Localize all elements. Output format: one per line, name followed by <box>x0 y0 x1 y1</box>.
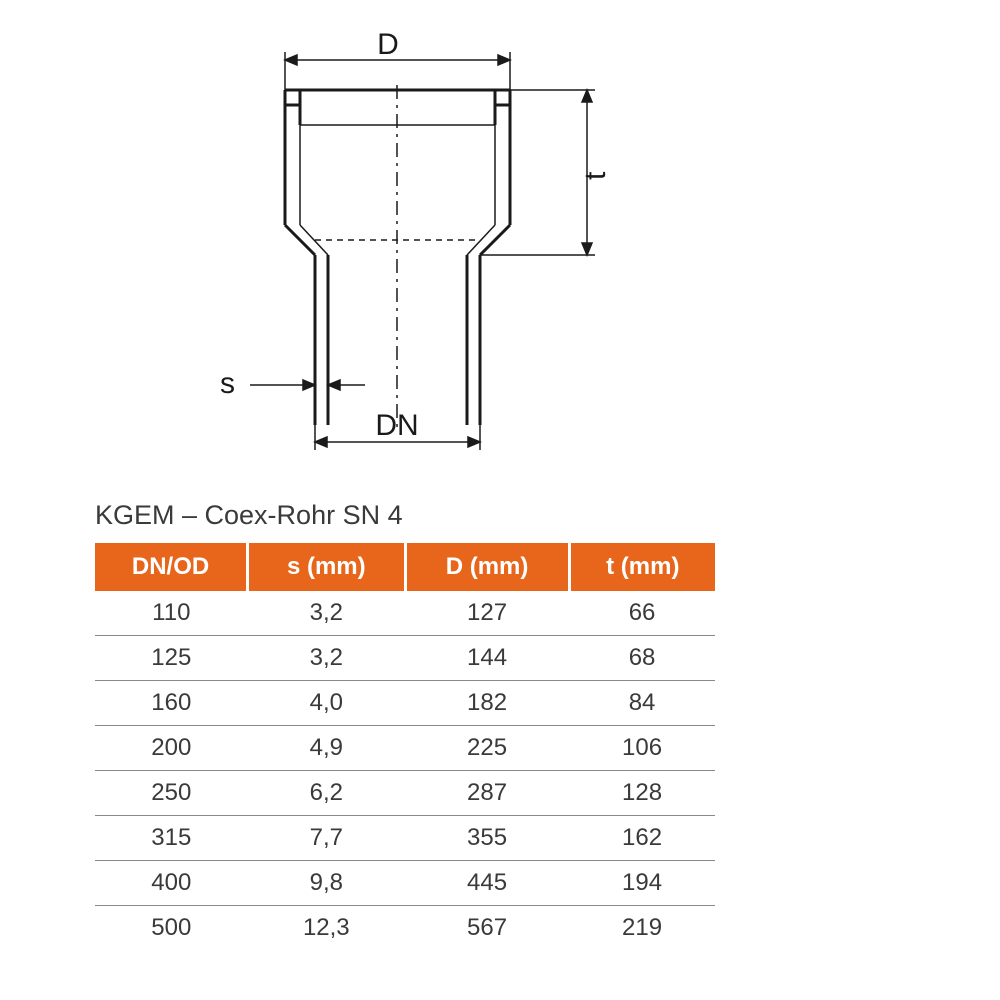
table-row: 315 7,7 355 162 <box>95 816 715 861</box>
cell: 500 <box>95 906 248 951</box>
cell: 106 <box>569 726 715 771</box>
pipe-dimension-diagram: D <box>150 30 700 460</box>
table-row: 250 6,2 287 128 <box>95 771 715 816</box>
cell: 250 <box>95 771 248 816</box>
cell: 66 <box>569 591 715 636</box>
cell: 4,0 <box>248 681 405 726</box>
cell: 162 <box>569 816 715 861</box>
pipe-diagram-svg: D <box>150 30 700 460</box>
spec-table-area: KGEM – Coex-Rohr SN 4 DN/OD s (mm) D (mm… <box>95 500 715 950</box>
cell: 3,2 <box>248 591 405 636</box>
col-header: s (mm) <box>248 543 405 591</box>
table-row: 110 3,2 127 66 <box>95 591 715 636</box>
cell: 194 <box>569 861 715 906</box>
cell: 567 <box>405 906 569 951</box>
cell: 7,7 <box>248 816 405 861</box>
cell: 400 <box>95 861 248 906</box>
cell: 225 <box>405 726 569 771</box>
col-header: D (mm) <box>405 543 569 591</box>
cell: 12,3 <box>248 906 405 951</box>
cell: 125 <box>95 636 248 681</box>
cell: 3,2 <box>248 636 405 681</box>
table-row: 500 12,3 567 219 <box>95 906 715 951</box>
cell: 219 <box>569 906 715 951</box>
table-body: 110 3,2 127 66 125 3,2 144 68 160 4,0 18… <box>95 591 715 950</box>
cell: 355 <box>405 816 569 861</box>
cell: 287 <box>405 771 569 816</box>
dim-label-s: s <box>220 367 235 400</box>
cell: 110 <box>95 591 248 636</box>
cell: 200 <box>95 726 248 771</box>
cell: 445 <box>405 861 569 906</box>
cell: 6,2 <box>248 771 405 816</box>
dim-label-D: D <box>377 30 399 61</box>
cell: 127 <box>405 591 569 636</box>
cell: 9,8 <box>248 861 405 906</box>
cell: 4,9 <box>248 726 405 771</box>
col-header: DN/OD <box>95 543 248 591</box>
cell: 182 <box>405 681 569 726</box>
dim-label-t: t <box>579 171 612 180</box>
table-row: 400 9,8 445 194 <box>95 861 715 906</box>
cell: 160 <box>95 681 248 726</box>
cell: 68 <box>569 636 715 681</box>
dim-label-DN: DN <box>375 409 418 442</box>
table-row: 125 3,2 144 68 <box>95 636 715 681</box>
col-header: t (mm) <box>569 543 715 591</box>
table-row: 160 4,0 182 84 <box>95 681 715 726</box>
cell: 128 <box>569 771 715 816</box>
cell: 84 <box>569 681 715 726</box>
cell: 315 <box>95 816 248 861</box>
table-header-row: DN/OD s (mm) D (mm) t (mm) <box>95 543 715 591</box>
cell: 144 <box>405 636 569 681</box>
table-row: 200 4,9 225 106 <box>95 726 715 771</box>
table-title: KGEM – Coex-Rohr SN 4 <box>95 500 715 531</box>
spec-table: DN/OD s (mm) D (mm) t (mm) 110 3,2 127 6… <box>95 543 715 950</box>
